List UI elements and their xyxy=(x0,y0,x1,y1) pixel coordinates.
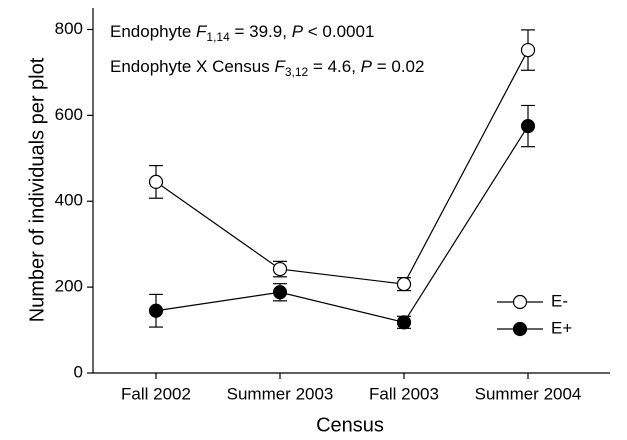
x-axis-title: Census xyxy=(316,414,384,436)
series-line xyxy=(155,125,529,324)
annotation-text: 1,14 xyxy=(206,30,230,44)
annotation-text: Endophyte X Census xyxy=(110,57,274,76)
annotation-text: P xyxy=(292,22,304,41)
x-tick-label: Summer 2003 xyxy=(227,384,334,403)
y-tick-label: 200 xyxy=(55,277,83,296)
legend-marker xyxy=(512,321,528,337)
x-tick-label: Summer 2004 xyxy=(475,384,582,403)
legend-marker xyxy=(512,294,528,310)
legend-label: E+ xyxy=(551,318,572,337)
annotation-text: = 4.6, xyxy=(308,57,360,76)
annotation-text: F xyxy=(274,57,286,76)
series-line xyxy=(155,49,529,285)
annotation: Endophyte X Census F3,12 = 4.6, P = 0.02 xyxy=(110,57,424,79)
annotation-text: F xyxy=(196,22,208,41)
annotation-text: 3,12 xyxy=(285,65,309,79)
marker xyxy=(396,277,412,292)
y-tick-label: 0 xyxy=(74,362,83,381)
marker xyxy=(148,303,164,318)
annotation-text: Endophyte xyxy=(110,22,196,41)
y-tick-label: 600 xyxy=(55,105,83,124)
marker xyxy=(272,261,288,277)
marker xyxy=(520,42,536,58)
x-tick-label: Fall 2002 xyxy=(121,384,191,403)
annotation-text: = 39.9, xyxy=(230,22,292,41)
legend-label: E- xyxy=(551,291,568,310)
annotation-text: P xyxy=(361,57,373,76)
y-tick-label: 400 xyxy=(55,191,83,210)
marker xyxy=(148,174,164,190)
marker xyxy=(520,118,536,134)
marker xyxy=(396,315,412,330)
annotation: Endophyte F1,14 = 39.9, P < 0.0001 xyxy=(110,22,374,44)
marker xyxy=(272,285,288,300)
x-tick-label: Fall 2003 xyxy=(369,384,439,403)
annotation-text: = 0.02 xyxy=(372,57,424,76)
annotation-text: < 0.0001 xyxy=(303,22,374,41)
y-tick-label: 800 xyxy=(55,19,83,38)
y-axis-title: Number of individuals per plot xyxy=(26,57,48,322)
